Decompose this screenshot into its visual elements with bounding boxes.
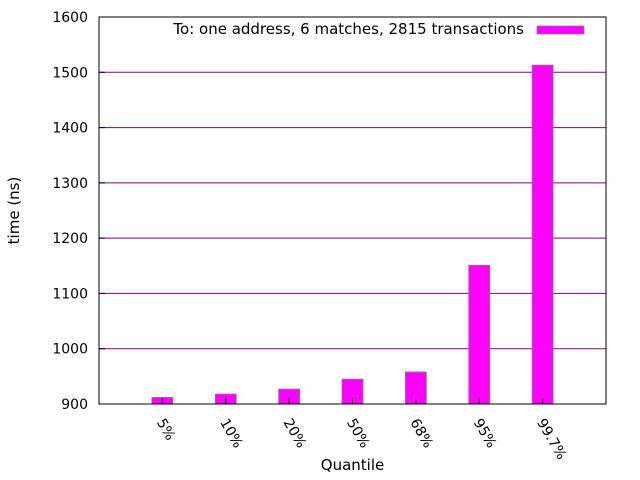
legend: To: one address, 6 matches, 2815 transac…: [172, 20, 585, 38]
legend-label: To: one address, 6 matches, 2815 transac…: [172, 20, 524, 38]
bar-99.7%: [531, 64, 554, 405]
x-tick-label: 20%: [280, 416, 309, 451]
grid-lines: [99, 71, 606, 350]
y-tick-label: 1200: [52, 231, 88, 247]
y-tick-label: 900: [61, 397, 88, 413]
legend-swatch: [536, 25, 585, 35]
y-tick-label: 1500: [52, 65, 88, 81]
x-axis-label: Quantile: [321, 456, 384, 474]
x-tick-label: 68%: [406, 416, 435, 451]
x-tick-label: 99.7%: [533, 416, 569, 463]
y-tick-label: 1300: [52, 176, 88, 192]
x-tick-label: 5%: [153, 416, 178, 443]
bars: [151, 64, 554, 405]
y-tick-label: 1000: [52, 342, 88, 358]
x-tick-label: 10%: [216, 416, 245, 451]
x-axis-ticks: 5% 10% 20% 50% 68% 95% 99.7%: [153, 398, 569, 463]
plot-frame: [98, 16, 607, 405]
y-tick-label: 1100: [52, 286, 88, 302]
y-tick-label: 1400: [52, 121, 88, 137]
y-axis-ticks: 900 1000 1100 1200 1300 1400 1500 1600: [52, 10, 105, 413]
bar-95%: [468, 264, 491, 405]
x-tick-label: 95%: [470, 416, 499, 451]
y-tick-label: 1600: [52, 10, 88, 26]
y-axis-label: time (ns): [5, 177, 23, 245]
x-tick-label: 50%: [343, 416, 372, 451]
